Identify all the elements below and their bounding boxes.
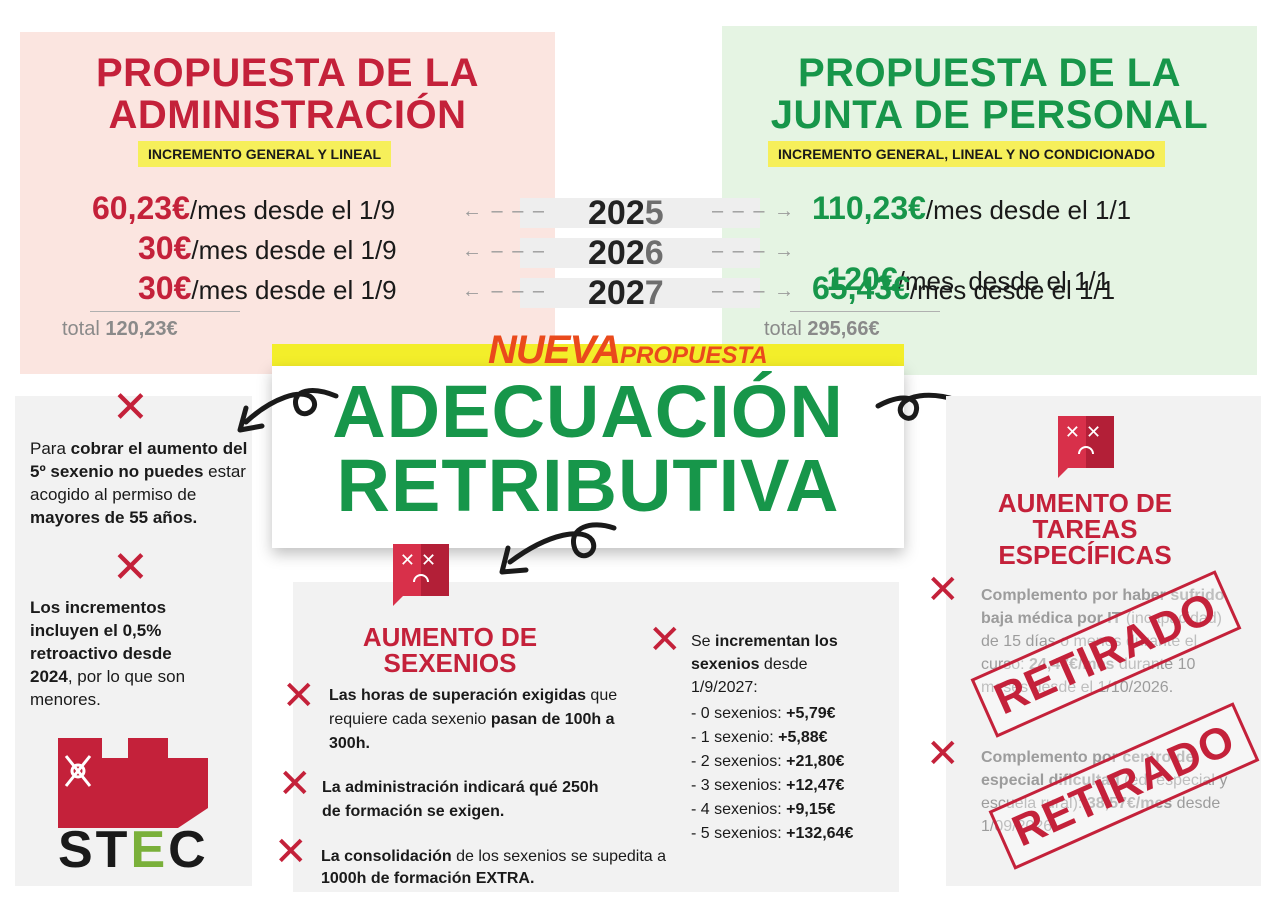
junta-title: PROPUESTA DE LA JUNTA DE PERSONAL [770,51,1209,137]
arrow-left-icon: ← – – – [462,240,547,262]
arrow-left-icon: ← – – – [462,280,547,302]
junta-tag: INCREMENTO GENERAL, LINEAL Y NO CONDICIO… [768,141,1165,167]
tareas-item-1: Complemento por haber sufrido baja médic… [981,587,1225,696]
year-band-2027 [520,278,760,308]
junta-row-2027: 65,43€/mes desde el 1/1 [812,270,1116,306]
sexenios-increment-intro: Se incrementan los sexenios desde 1/9/20… [691,633,838,696]
tareas-panel [946,396,1261,886]
junta-row-2025: 110,23€/mes desde el 1/1 [812,190,1132,226]
year-band-2025 [520,198,760,228]
x-mark-icon: ✕ [282,674,316,718]
sexenios-title: AUMENTO DE SEXENIOS [362,622,538,678]
sad-face-bubble-icon: ✕✕ [1058,416,1114,478]
x-mark-icon: ✕ [926,568,960,612]
year-band-2026 [520,238,760,268]
junta-total: total 295,66€ [764,318,880,340]
curly-arrow-icon [499,522,617,575]
stec-logo-text: STEC [58,821,209,879]
arrow-right-icon: – – – → [712,200,797,222]
junta-row-2026: 120€/mes desde el 1/1 [826,261,1111,297]
propuesta-label: PROPUESTA [620,342,768,369]
junta-total-rule [790,311,940,312]
stec-logo [58,738,208,828]
admin-tag: INCREMENTO GENERAL Y LINEAL [138,141,392,167]
nueva-label: NUEVA [488,328,621,372]
year-2026: 2026 [588,234,664,272]
list-item: - 4 sexenios: +9,15€ [691,801,836,818]
list-item: - 2 sexenios: +21,80€ [691,753,845,770]
admin-total-rule [90,311,240,312]
curly-arrow-icon [237,388,339,433]
admin-proposal-panel [20,32,555,374]
x-mark-icon: ✕ [112,383,149,432]
x-mark-icon: ✕ [926,732,960,776]
main-title-line2: RETRIBUTIVA [336,444,840,527]
admin-row-2025: 60,23€/mes desde el 1/9 [92,190,396,226]
admin-total: total 120,23€ [62,318,178,340]
list-item: - 3 sexenios: +12,47€ [691,777,845,794]
year-2025: 2025 [588,194,664,232]
list-item: - 1 sexenio: +5,88€ [691,729,828,746]
tareas-item-2: Complemento por centro de especial dific… [981,749,1228,835]
sexenios-panel [293,582,899,892]
year-2027: 2027 [588,274,664,312]
sexenios-item-2: La administración indicará qué 250h de f… [322,779,599,820]
admin-row-2027: 30€/mes desde el 1/9 [138,270,397,306]
list-item: - 0 sexenios: +5,79€ [691,705,836,722]
tareas-title: AUMENTO DE TAREAS ESPECÍFICAS [997,488,1173,570]
center-title-card [272,366,904,548]
admin-row-2026: 30€/mes desde el 1/9 [138,230,397,266]
x-mark-icon: ✕ [648,618,682,662]
junta-proposal-panel [722,26,1257,375]
arrow-left-icon: ← – – – [462,200,547,222]
sad-face-bubble-icon: ✕✕ [393,544,449,606]
x-mark-icon: ✕ [278,762,312,806]
x-mark-icon: ✕ [274,830,308,874]
sexenios-increment-list: - 0 sexenios: +5,79€ - 1 sexenio: +5,88€… [691,702,891,846]
list-item: - 5 sexenios: +132,64€ [691,825,854,842]
arrow-right-icon: – – – → [712,240,797,262]
admin-title: PROPUESTA DE LA ADMINISTRACIÓN [95,51,480,137]
sexenios-item-3: La consolidación de los sexenios se supe… [321,848,667,887]
x-mark-icon: ✕ [112,543,149,592]
left-note-1: Para cobrar el aumento del 5º sexenio no… [30,439,248,527]
arrow-right-icon: – – – → [712,280,797,302]
left-note-2: Los incrementos incluyen el 0,5% retroac… [30,598,186,709]
main-title-line1: ADECUACIÓN [332,370,844,453]
sexenios-item-1: Las horas de superación exigidas que req… [329,687,618,752]
